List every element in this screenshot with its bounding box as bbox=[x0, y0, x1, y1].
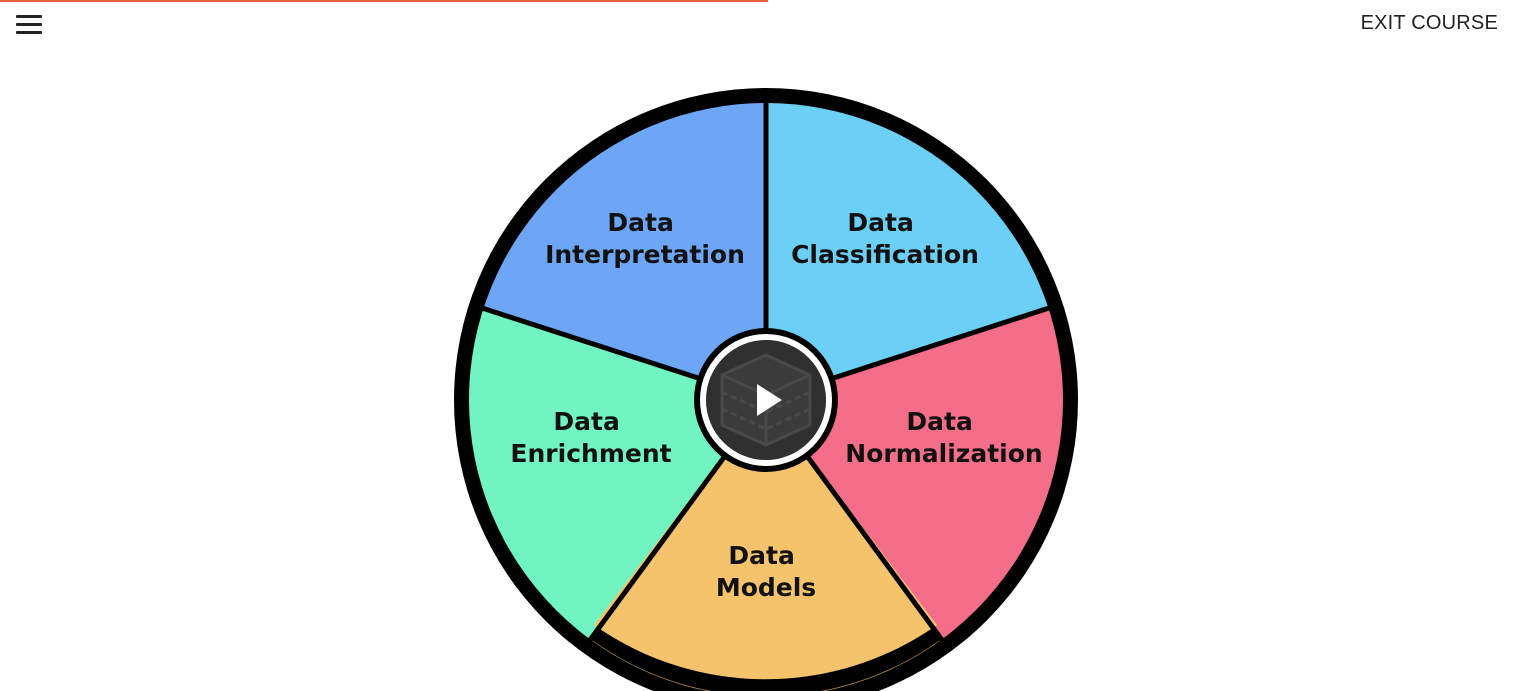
segment-data-enrichment bbox=[469, 304, 766, 650]
segment-label: Data Normalization bbox=[845, 407, 1042, 468]
menu-line bbox=[16, 15, 42, 18]
segment-data-classification bbox=[766, 103, 1061, 400]
play-icon[interactable] bbox=[757, 384, 782, 416]
segment-data-normalization bbox=[766, 304, 1063, 650]
segment-label: Data Enrichment bbox=[510, 407, 671, 468]
course-progress-fill bbox=[0, 0, 768, 2]
segment-label: Data Classification bbox=[791, 208, 979, 269]
segment-label: Data Interpretation bbox=[545, 208, 745, 269]
segment-data-interpretation bbox=[471, 103, 766, 400]
exit-course-button[interactable]: EXIT COURSE bbox=[1360, 12, 1498, 34]
segment-label: Data Models bbox=[716, 541, 816, 602]
video-player[interactable]: Data Interpretation Data Classification … bbox=[0, 50, 1535, 691]
menu-line bbox=[16, 23, 42, 26]
data-wheel-diagram: Data Interpretation Data Classification … bbox=[454, 88, 1078, 691]
course-progress-bar bbox=[0, 0, 1535, 2]
segment-data-models bbox=[594, 400, 937, 680]
hamburger-menu-icon[interactable] bbox=[16, 14, 44, 36]
menu-line bbox=[16, 31, 42, 34]
